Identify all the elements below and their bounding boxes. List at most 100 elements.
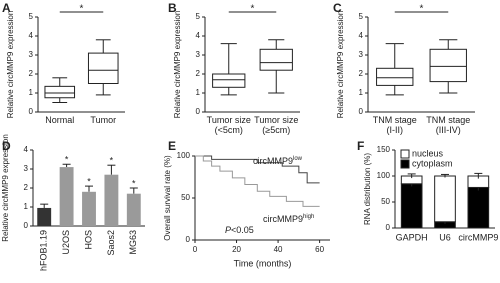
series-label: circMMP9low — [253, 156, 303, 167]
bar-segment — [400, 183, 423, 229]
y-axis-label: Overall survival rate (%) — [163, 155, 172, 241]
significance: * — [251, 4, 255, 15]
box — [87, 52, 119, 84]
x-tick-label: hFOB1.19 — [39, 230, 49, 271]
y-tick-label: 3 — [359, 50, 364, 59]
y-tick-label: 3 — [196, 50, 201, 59]
significance: * — [420, 4, 424, 15]
bar-segment — [467, 186, 490, 229]
legend-label: nucleus — [412, 148, 444, 158]
x-tick-label: U2OS — [61, 230, 71, 255]
box — [429, 48, 467, 83]
bar — [126, 193, 141, 226]
y-tick-label: 4 — [29, 31, 34, 40]
y-tick-label: 100 — [377, 171, 391, 180]
x-tick-label-line: Tumor — [90, 115, 116, 125]
x-tick-label: GAPDH — [396, 232, 428, 242]
bar-segment — [434, 175, 456, 223]
x-tick-label: Tumor — [90, 115, 116, 125]
x-tick-label-line: TNM stage — [426, 115, 470, 125]
y-tick-label: 1 — [29, 88, 34, 97]
survival-line — [195, 155, 320, 184]
legend-swatch — [400, 149, 410, 159]
y-tick-label: 5 — [196, 12, 201, 21]
y-tick-label: 0 — [186, 235, 191, 244]
significance: * — [87, 176, 91, 186]
y-tick-label: 3 — [29, 50, 34, 59]
survival-line — [195, 155, 320, 207]
x-tick-label: U6 — [439, 232, 451, 242]
box — [44, 85, 76, 99]
box — [259, 48, 293, 71]
panel-letter: D — [2, 139, 11, 153]
x-tick-label: Normal — [45, 115, 74, 125]
x-tick-label-line: (≥5cm) — [262, 125, 290, 135]
y-tick-label: 2 — [24, 183, 29, 192]
y-axis-label: RNA distribution (%) — [363, 153, 372, 225]
x-tick-label: Tumor size (≥5cm) — [254, 115, 298, 135]
y-tick-label: 5 — [29, 12, 34, 21]
y-tick-label: 5 — [359, 12, 364, 21]
x-tick-label-line: (<5cm) — [215, 125, 243, 135]
y-tick-label: 4 — [359, 31, 364, 40]
bar — [82, 191, 96, 226]
legend-swatch — [400, 159, 410, 169]
x-tick-label: 60 — [315, 245, 324, 254]
y-axis-label: Relative circMMP9 expression — [173, 11, 182, 119]
x-axis-label: Time (months) — [234, 258, 292, 268]
bar — [59, 167, 74, 226]
significance: * — [110, 156, 114, 166]
y-tick-label: 1 — [24, 202, 29, 211]
series-label: circMMP9high — [263, 214, 314, 225]
series-name: circMMP9 — [263, 214, 303, 224]
y-axis-label: Relative circMMP9 expression — [6, 11, 15, 119]
y-tick-label: 1 — [196, 88, 201, 97]
y-tick-label: 0 — [359, 107, 364, 116]
y-tick-label: 0 — [196, 107, 201, 116]
y-tick-label: 2 — [196, 69, 201, 78]
y-axis-label: Relative circMMP9 expression — [336, 11, 345, 119]
x-tick-label: TNM stage (I-II) — [373, 115, 417, 135]
x-tick-label: HOS — [83, 230, 93, 250]
panel-letter: F — [357, 139, 364, 153]
x-tick-label: 0 — [193, 245, 198, 254]
y-axis-label: Relative circMMP9 expression — [1, 134, 10, 242]
box — [212, 73, 246, 88]
y-tick-label: 3 — [24, 164, 29, 173]
box — [376, 67, 414, 86]
y-tick-label: 2 — [359, 69, 364, 78]
significance: * — [65, 155, 69, 165]
panel-letter: B — [168, 1, 177, 15]
y-tick-label: 0 — [24, 221, 29, 230]
x-tick-label-line: (I-II) — [387, 125, 404, 135]
y-tick-label: 4 — [24, 145, 29, 154]
y-tick-label: 50 — [181, 193, 190, 202]
p-value: P<0.05 — [225, 225, 254, 235]
x-tick-label: Tumor size (<5cm) — [207, 115, 251, 135]
p-text: <0.05 — [231, 225, 254, 235]
x-tick-label: 40 — [274, 245, 283, 254]
panel-letter: C — [333, 1, 342, 15]
x-tick-label: 20 — [232, 245, 241, 254]
series-name-sup: high — [303, 214, 314, 220]
panel-letter: A — [2, 1, 11, 15]
x-tick-label: TNM stage (III-IV) — [426, 115, 470, 135]
y-tick-label: 150 — [377, 145, 391, 154]
x-tick-label-line: Tumor size — [207, 115, 251, 125]
y-tick-label: 50 — [381, 197, 390, 206]
bar — [37, 207, 52, 226]
y-tick-label: 1 — [359, 88, 364, 97]
x-tick-label: circMMP9 — [458, 232, 498, 242]
legend-label: cytoplasm — [412, 158, 453, 168]
y-tick-label: 2 — [29, 69, 34, 78]
x-tick-label-line: Tumor size — [254, 115, 298, 125]
bar — [104, 174, 119, 226]
significance: * — [132, 178, 136, 188]
y-tick-label: 4 — [196, 31, 201, 40]
y-tick-label: 0 — [386, 223, 391, 232]
x-tick-label: Saos2 — [106, 230, 116, 256]
panel-letter: E — [168, 139, 176, 153]
significance: * — [80, 4, 84, 15]
series-name-sup: low — [293, 156, 303, 162]
